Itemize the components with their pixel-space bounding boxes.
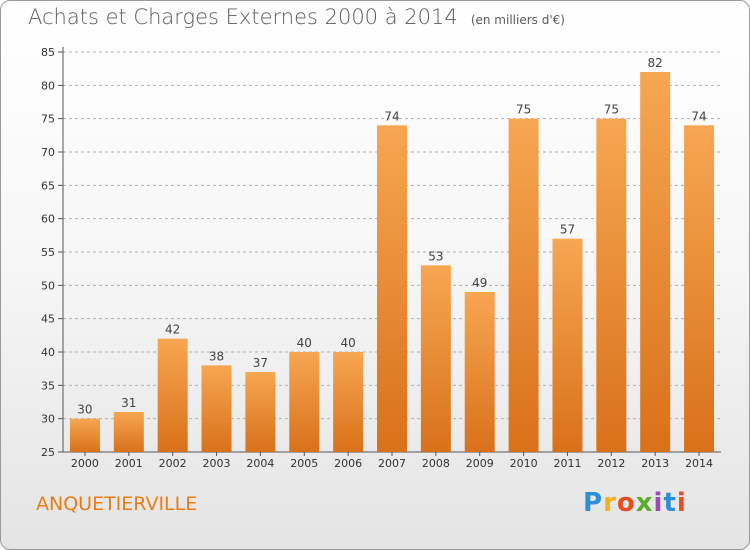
bar — [420, 265, 451, 452]
x-tick-label: 2013 — [641, 457, 669, 470]
x-tick-label: 2012 — [597, 457, 625, 470]
logo-letter: P — [583, 488, 604, 518]
bar — [69, 418, 100, 452]
bar — [508, 118, 539, 453]
x-tick-label: 2007 — [378, 457, 406, 470]
commune-name: ANQUETIERVILLE — [36, 493, 198, 515]
y-tick-label: 70 — [41, 146, 55, 159]
bar — [333, 352, 364, 452]
data-label: 49 — [472, 276, 487, 290]
x-tick-label: 2002 — [159, 457, 187, 470]
data-label: 40 — [297, 336, 312, 350]
title-row: Achats et Charges Externes 2000 à 2014 (… — [28, 5, 565, 29]
logo-letter: x — [635, 488, 654, 518]
data-label: 57 — [560, 223, 575, 237]
y-tick-label: 50 — [41, 279, 55, 292]
x-tick-label: 2010 — [510, 457, 538, 470]
y-tick-label: 75 — [41, 113, 55, 126]
x-tick-label: 2014 — [685, 457, 713, 470]
data-label: 31 — [121, 396, 136, 410]
bar — [201, 365, 232, 452]
y-tick-label: 40 — [41, 346, 55, 359]
x-tick-label: 2000 — [71, 457, 99, 470]
bar — [596, 118, 627, 453]
logo-letter: o — [616, 488, 636, 518]
bar — [684, 125, 715, 452]
bar — [552, 238, 583, 452]
data-label: 53 — [428, 249, 443, 263]
chart-unit: (en milliers d'€) — [470, 13, 565, 27]
y-tick-label: 85 — [41, 46, 55, 59]
x-tick-label: 2008 — [422, 457, 450, 470]
data-label: 74 — [691, 109, 706, 123]
bar — [640, 72, 671, 452]
x-tick-label: 2011 — [553, 457, 581, 470]
bar — [464, 292, 495, 452]
data-label: 75 — [516, 103, 531, 117]
y-tick-label: 35 — [41, 379, 55, 392]
bar — [289, 352, 320, 452]
data-label: 82 — [648, 56, 663, 70]
x-tick-label: 2009 — [466, 457, 494, 470]
y-tick-label: 30 — [41, 413, 55, 426]
data-label: 30 — [77, 403, 92, 417]
x-tick-label: 2005 — [290, 457, 318, 470]
x-tick-label: 2003 — [203, 457, 231, 470]
proxiti-logo[interactable]: Proxiti — [583, 488, 687, 518]
x-tick-label: 2001 — [115, 457, 143, 470]
bar — [245, 372, 276, 452]
y-tick-label: 25 — [41, 446, 55, 459]
logo-letter: i — [653, 488, 664, 518]
x-tick-label: 2004 — [246, 457, 274, 470]
data-label: 74 — [384, 109, 399, 123]
logo-letter: i — [676, 488, 687, 518]
y-tick-label: 45 — [41, 313, 55, 326]
logo-letter: r — [603, 488, 617, 518]
x-tick-label: 2006 — [334, 457, 362, 470]
data-label: 42 — [165, 323, 180, 337]
bar — [377, 125, 407, 452]
y-tick-label: 80 — [41, 79, 55, 92]
data-label: 40 — [340, 336, 355, 350]
data-label: 75 — [604, 103, 619, 117]
chart-title: Achats et Charges Externes 2000 à 2014 — [28, 5, 458, 29]
bar — [113, 412, 144, 452]
data-label: 38 — [209, 349, 224, 363]
logo-letter: t — [663, 488, 677, 518]
data-label: 37 — [253, 356, 268, 370]
y-tick-label: 55 — [41, 246, 55, 259]
y-tick-label: 60 — [41, 213, 55, 226]
y-tick-label: 65 — [41, 179, 55, 192]
bar — [157, 338, 188, 452]
